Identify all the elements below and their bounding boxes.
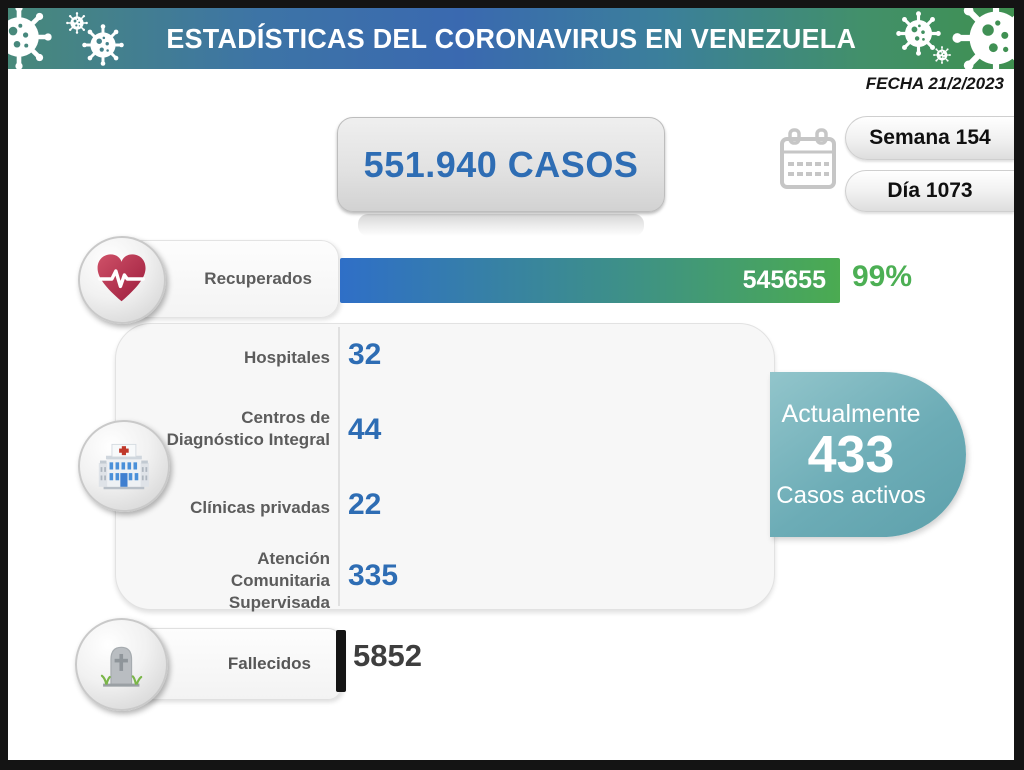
active-cases-subcaption: Casos activos xyxy=(776,481,926,509)
facility-label-hospitales: Hospitales xyxy=(244,348,330,367)
header-banner: ESTADÍSTICAS DEL CORONAVIRUS EN VENEZUEL… xyxy=(8,8,1014,69)
recovered-percent: 99% xyxy=(852,260,913,293)
week-badge: Semana 154 xyxy=(845,116,1014,160)
facility-value-cdi: 44 xyxy=(348,413,382,446)
total-cases-box: 551.940 CASOS xyxy=(337,117,665,236)
virus-icon xyxy=(8,8,52,69)
active-cases-caption: Actualmente xyxy=(781,399,921,428)
deceased-icon-badge xyxy=(75,618,168,711)
deceased-value: 5852 xyxy=(353,638,422,673)
active-cases-value: 433 xyxy=(807,425,895,484)
virus-icon xyxy=(933,46,951,64)
hospital-icon xyxy=(98,444,150,490)
recovered-bar: 545655 xyxy=(340,258,840,303)
virus-icon xyxy=(82,24,124,66)
recovered-value: 545655 xyxy=(742,266,826,294)
active-cases-panel xyxy=(115,323,775,610)
page-title: ESTADÍSTICAS DEL CORONAVIRUS EN VENEZUEL… xyxy=(166,22,856,54)
total-cases-value: 551.940 CASOS xyxy=(363,143,639,185)
recovered-icon-badge xyxy=(78,236,166,324)
facility-value-clinicas: 22 xyxy=(348,488,382,521)
deceased-bar xyxy=(336,630,346,692)
facility-value-atencion: 335 xyxy=(348,559,399,592)
date-label: FECHA 21/2/2023 xyxy=(865,74,1004,93)
virus-icon xyxy=(952,8,1014,69)
calendar-icon xyxy=(780,128,836,189)
tombstone-icon xyxy=(101,646,143,687)
facilities-icon-badge xyxy=(78,420,170,512)
facility-label-clinicas: Clínicas privadas xyxy=(190,498,330,517)
heart-pulse-icon xyxy=(98,254,146,302)
facility-label-atencion: Atención Comunitaria Supervisada xyxy=(228,549,330,612)
day-badge: Día 1073 xyxy=(845,170,1014,212)
active-cases-badge: Actualmente 433 Casos activos xyxy=(770,372,966,537)
facility-label-cdi: Centros de Diagnóstico Integral xyxy=(166,408,330,449)
facility-value-hospitales: 32 xyxy=(348,338,382,371)
infographic: ESTADÍSTICAS DEL CORONAVIRUS EN VENEZUEL… xyxy=(8,8,1014,760)
panel-divider xyxy=(338,327,340,606)
